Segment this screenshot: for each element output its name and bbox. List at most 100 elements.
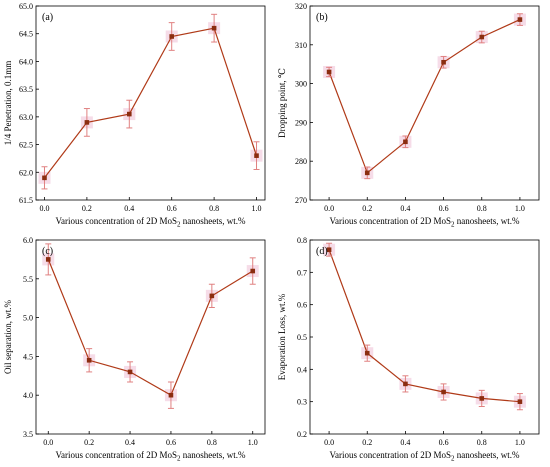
x-tick-label: 0.6 xyxy=(439,438,449,447)
data-point xyxy=(86,357,92,363)
y-tick-label: 310 xyxy=(295,41,307,50)
y-tick-label: 0.2 xyxy=(297,430,307,439)
y-tick-label: 0.5 xyxy=(297,333,307,342)
y-tick-label: 5.0 xyxy=(23,314,33,323)
x-tick-label: 0.2 xyxy=(362,438,372,447)
x-axis-label-suffix: nanosheets, wt.% xyxy=(180,216,245,226)
data-point xyxy=(517,17,523,22)
x-tick-label: 0.6 xyxy=(166,438,176,447)
data-point xyxy=(168,392,174,398)
x-tick-label: 0.4 xyxy=(124,204,134,213)
chart-panel-1: 0.0 0.2 0.4 0.6 0.8 1.0 61.5 62.0 62.5 63.0 63.5 64… xyxy=(3,2,266,229)
data-point xyxy=(42,175,47,181)
data-point xyxy=(364,350,370,356)
x-axis-label-text: Various concentration of 2D MoS xyxy=(330,216,451,226)
y-tick-label: 63.5 xyxy=(19,85,33,94)
x-tick-label: 0.4 xyxy=(125,438,135,447)
chart-panel-3: 0.0 0.2 0.4 0.6 0.8 1.0 3.5 4.0 4.5 5.0 5.5 6.0 (c) V… xyxy=(3,236,266,463)
y-tick-label: 280 xyxy=(295,157,307,166)
y-tick-label: 61.5 xyxy=(19,196,33,205)
x-axis-label-suffix: nanosheets, wt.% xyxy=(180,450,245,460)
y-tick-label: 62.0 xyxy=(19,168,33,177)
data-point xyxy=(126,111,132,117)
panel-label: (d) xyxy=(316,246,328,257)
x-tick-label: 0.8 xyxy=(477,204,487,213)
x-tick-label: 0.2 xyxy=(84,438,94,447)
y-axis-label: 1/4 Penetration, 0.1mm xyxy=(3,61,13,146)
y-tick-label: 290 xyxy=(295,118,307,127)
data-point xyxy=(254,153,259,158)
data-point xyxy=(211,25,217,31)
series-line xyxy=(328,249,520,403)
x-axis-label-suffix: nanosheets, wt.% xyxy=(454,216,519,226)
data-point xyxy=(441,59,446,65)
x-axis-label-text: Various concentration of 2D MoS xyxy=(56,450,177,460)
data-point xyxy=(169,34,175,39)
x-tick-label: 0.8 xyxy=(209,204,219,213)
data-point xyxy=(403,139,408,145)
x-axis-label: Various concentration of 2D MoS2 nanoshe… xyxy=(56,216,246,229)
x-tick-label: 1.0 xyxy=(515,204,525,213)
x-tick-label: 0.4 xyxy=(400,204,410,213)
x-axis-label-text: Various concentration of 2D MoS xyxy=(330,450,451,460)
y-tick-label: 64.5 xyxy=(19,30,33,39)
y-axis-label: Dropping point, ℃ xyxy=(277,68,287,138)
x-tick-label: 1.0 xyxy=(515,438,525,447)
x-tick-label: 0.8 xyxy=(477,438,487,447)
x-tick-label: 0.8 xyxy=(207,438,217,447)
x-axis-label-subscript: 2 xyxy=(177,221,181,229)
series-line xyxy=(47,259,254,397)
plot-frame xyxy=(309,5,540,201)
x-axis-label-subscript: 2 xyxy=(451,221,455,229)
y-tick-label: 0.6 xyxy=(297,301,307,310)
y-axis-label: Oil separation, wt.% xyxy=(3,300,13,374)
data-point xyxy=(45,257,51,262)
data-point xyxy=(479,396,485,401)
data-point xyxy=(364,170,370,176)
x-axis-label-subscript: 2 xyxy=(177,455,181,463)
data-point xyxy=(479,34,485,40)
x-axis-label: Various concentration of 2D MoS2 nanoshe… xyxy=(330,450,520,463)
x-axis-label-text: Various concentration of 2D MoS xyxy=(56,216,177,226)
plot-frame xyxy=(309,239,540,435)
data-point xyxy=(84,120,90,125)
x-tick-label: 1.0 xyxy=(248,438,258,447)
x-tick-label: 0.4 xyxy=(400,438,410,447)
y-tick-label: 65.0 xyxy=(19,2,33,11)
data-point xyxy=(209,293,215,299)
x-axis-label-suffix: nanosheets, wt.% xyxy=(454,450,519,460)
data-point xyxy=(127,369,133,375)
x-tick-label: 0.0 xyxy=(43,438,53,447)
x-tick-label: 1.0 xyxy=(252,204,262,213)
x-axis-label-subscript: 2 xyxy=(451,455,455,463)
y-tick-label: 270 xyxy=(295,196,307,205)
x-tick-label: 0.0 xyxy=(39,204,49,213)
x-axis-label: Various concentration of 2D MoS2 nanoshe… xyxy=(56,450,246,463)
x-tick-label: 0.2 xyxy=(82,204,92,213)
series-line xyxy=(44,27,258,179)
y-axis-label: Evaporation Loss, wt.% xyxy=(277,293,287,380)
plot-frame xyxy=(35,239,266,435)
y-tick-label: 4.5 xyxy=(23,352,33,361)
data-point xyxy=(326,247,332,252)
x-tick-label: 0.0 xyxy=(324,438,334,447)
plot-frame xyxy=(35,5,266,201)
y-tick-label: 0.7 xyxy=(297,268,307,277)
y-tick-label: 3.5 xyxy=(23,430,33,439)
panel-label: (a) xyxy=(42,12,53,23)
y-tick-label: 0.8 xyxy=(297,236,307,245)
panel-label: (c) xyxy=(42,246,53,257)
data-point xyxy=(403,381,408,387)
y-tick-label: 0.4 xyxy=(297,365,307,374)
y-tick-label: 64.0 xyxy=(19,57,33,66)
data-point xyxy=(517,399,523,404)
data-point xyxy=(441,389,446,395)
chart-panel-4: 0.0 0.2 0.4 0.6 0.8 1.0 0.2 0.3 0.4 0.5 0.6 0.7 0.8 (… xyxy=(277,236,540,463)
data-point xyxy=(326,69,332,75)
x-tick-label: 0.2 xyxy=(362,204,372,213)
data-point xyxy=(250,268,256,274)
y-tick-label: 63.0 xyxy=(19,113,33,122)
y-tick-label: 6.0 xyxy=(23,236,33,245)
x-tick-label: 0.6 xyxy=(167,204,177,213)
